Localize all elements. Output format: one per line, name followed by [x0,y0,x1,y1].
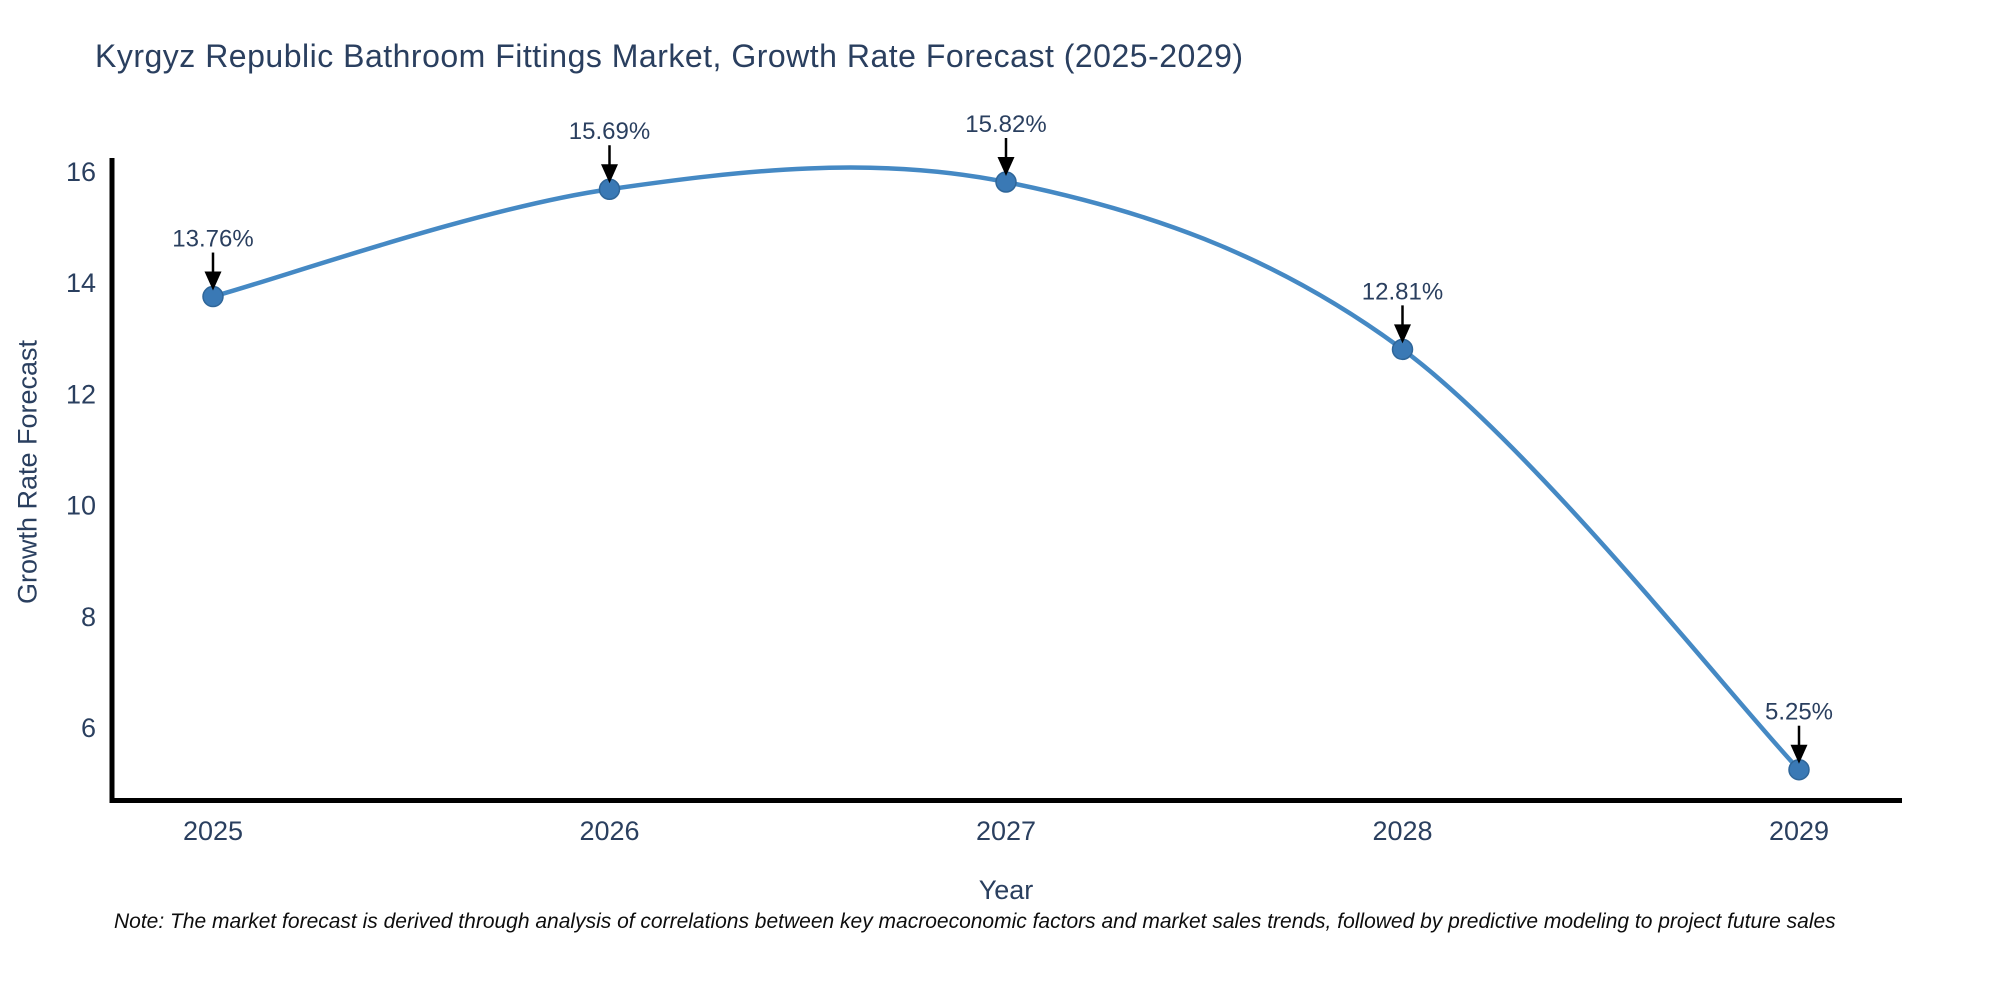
x-axis-title: Year [978,875,1034,905]
y-tick-label: 8 [81,602,96,632]
point-annotation-label: 12.81% [1362,278,1443,305]
x-tick-label: 2026 [579,816,639,846]
point-annotation-label: 5.25% [1765,699,1833,726]
x-tick-label: 2025 [183,816,243,846]
y-tick-label: 12 [66,379,96,409]
point-annotation-label: 13.76% [172,226,253,253]
annotation-arrowhead [601,164,618,184]
annotation-arrowhead [1790,744,1808,764]
y-tick-label: 6 [81,713,96,743]
chart-footnote: Note: The market forecast is derived thr… [114,910,1836,933]
y-tick-label: 10 [66,491,96,521]
y-tick-label: 16 [66,157,96,187]
x-tick-label: 2028 [1372,816,1432,846]
y-tick-label: 14 [66,268,96,298]
chart-title: Kyrgyz Republic Bathroom Fittings Market… [95,38,1244,74]
x-tick-label: 2029 [1769,816,1829,846]
point-annotation-label: 15.82% [965,111,1046,138]
trend-line [210,165,1802,772]
annotation-arrowhead [204,271,222,291]
annotation-arrowhead [1394,324,1411,344]
x-tick-label: 2027 [976,816,1036,846]
annotation-arrowhead [997,157,1015,177]
point-annotation-label: 15.69% [569,118,650,145]
y-axis-title: Growth Rate Forecast [12,339,43,605]
